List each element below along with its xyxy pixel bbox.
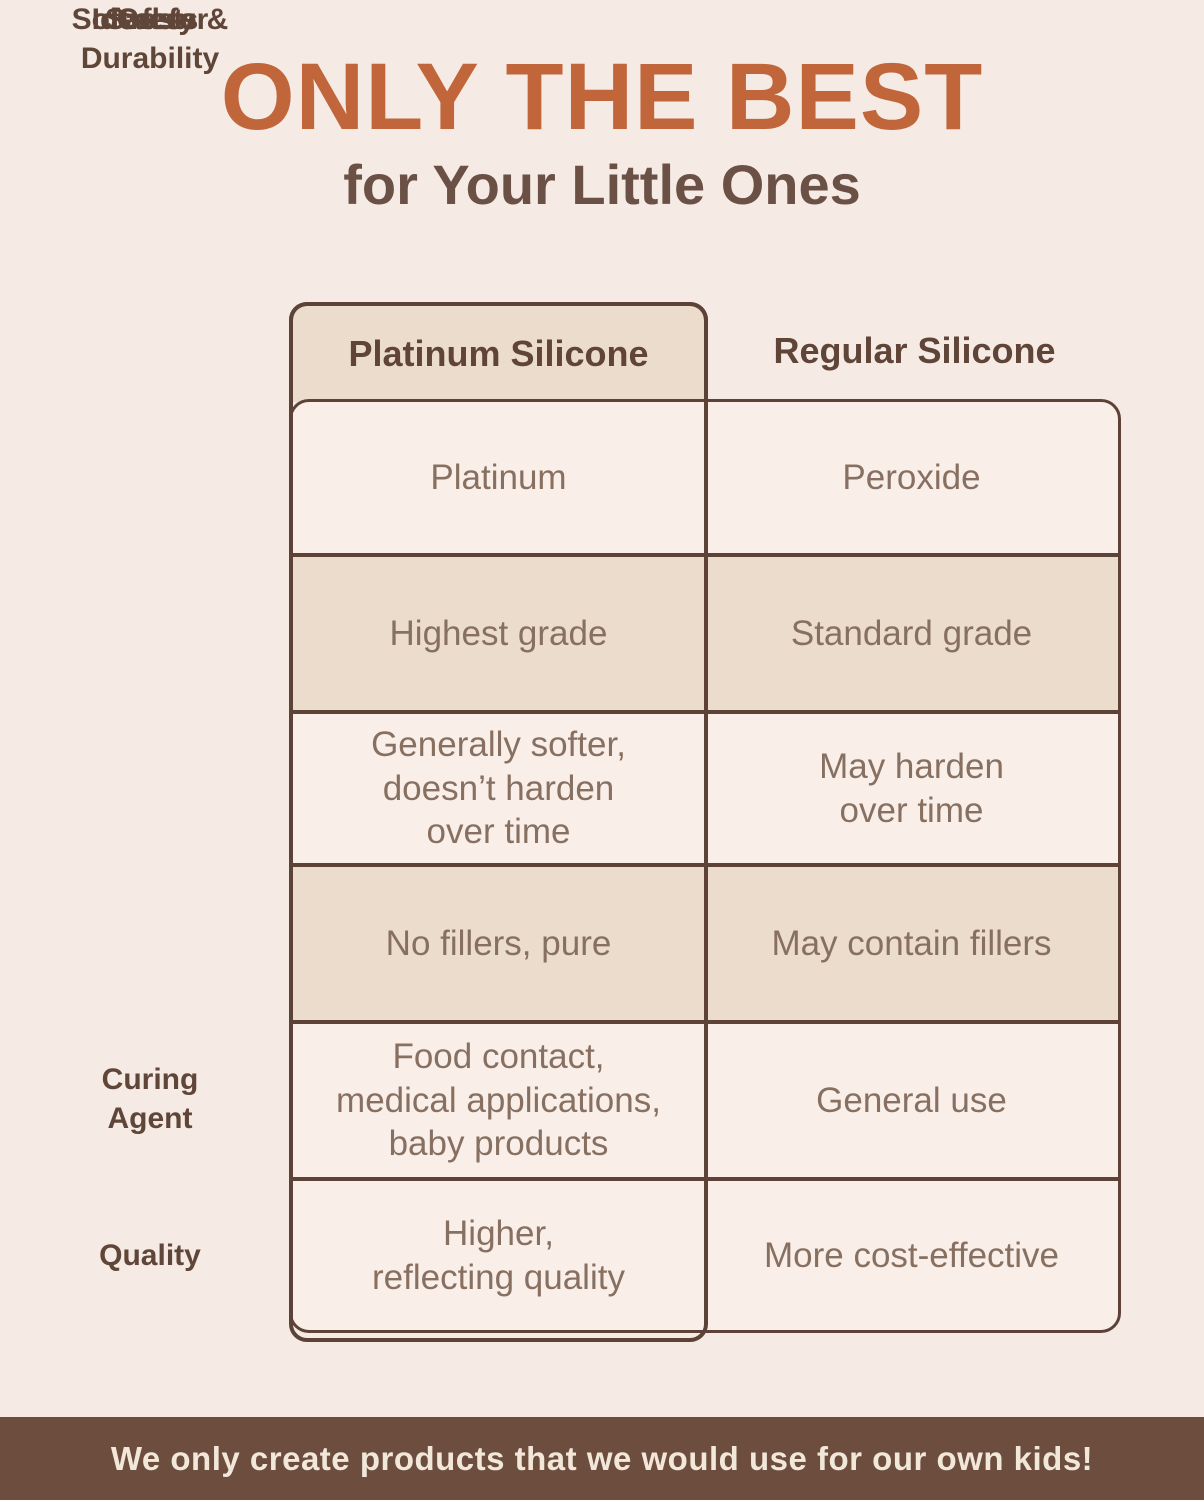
- row-label-softness-durability: Softness & Durability: [71, 3, 229, 75]
- row-label-curing-agent: Curing Agent: [101, 1062, 199, 1135]
- row-label-ideal-for: Ideal for: [91, 3, 209, 36]
- platinum-cell: Food contact, medical applications, baby…: [336, 1036, 661, 1164]
- row-label-cost: Cost: [116, 3, 184, 36]
- table-row-softness-durability: Generally softer, doesn’t harden over ti…: [292, 710, 1118, 863]
- table-row-ideal-for: Food contact, medical applications, baby…: [292, 1020, 1118, 1177]
- footer-banner: We only create products that we would us…: [0, 1417, 1204, 1500]
- platinum-column-header: Platinum Silicone: [289, 302, 708, 402]
- platinum-cell: Highest grade: [389, 613, 608, 653]
- regular-cell: More cost-effective: [763, 1235, 1060, 1275]
- platinum-cell: Generally softer, doesn’t harden over ti…: [371, 724, 626, 852]
- table-row-curing-agent: Platinum Peroxide: [292, 402, 1118, 553]
- page-subtitle: for Your Little Ones: [343, 153, 861, 217]
- regular-column-header: Regular Silicone: [708, 302, 1121, 399]
- regular-cell: Peroxide: [842, 457, 981, 497]
- table-row-safety: No fillers, pure May contain fillers: [292, 863, 1118, 1020]
- regular-cell: Standard grade: [790, 613, 1033, 653]
- regular-cell: May harden over time: [819, 746, 1004, 830]
- regular-column-title: Regular Silicone: [773, 329, 1056, 371]
- row-label-safety: Safety: [104, 3, 196, 36]
- header: ONLY THE BEST for Your Little Ones: [0, 44, 1204, 216]
- regular-cell: General use: [816, 1080, 1007, 1120]
- row-label-quality: Quality: [99, 1238, 201, 1272]
- platinum-cell: No fillers, pure: [385, 923, 612, 963]
- regular-cell: May contain fillers: [771, 923, 1052, 963]
- table-row-cost: Higher, reflecting quality More cost-eff…: [292, 1177, 1118, 1330]
- page-title: ONLY THE BEST: [220, 44, 984, 150]
- comparison-table: Platinum Peroxide Highest grade Standard…: [289, 399, 1121, 1333]
- platinum-cell: Platinum: [430, 457, 567, 497]
- platinum-column-title: Platinum Silicone: [348, 333, 649, 374]
- platinum-cell: Higher, reflecting quality: [372, 1213, 625, 1297]
- table-row-quality: Highest grade Standard grade: [292, 553, 1118, 710]
- footer-tagline: We only create products that we would us…: [110, 1439, 1094, 1477]
